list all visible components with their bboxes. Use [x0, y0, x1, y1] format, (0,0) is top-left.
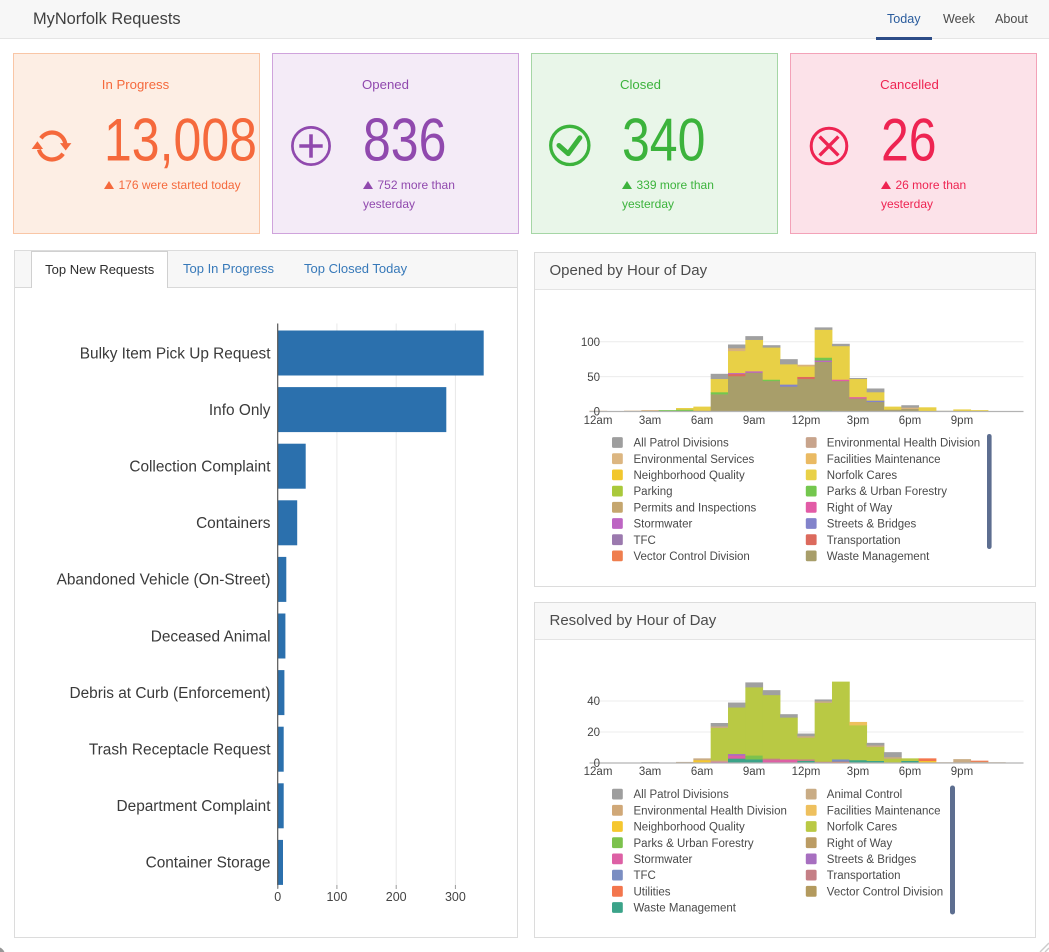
svg-text:3am: 3am — [638, 415, 660, 427]
svg-text:Animal Control: Animal Control — [826, 789, 901, 801]
svg-text:20: 20 — [587, 727, 600, 739]
svg-text:Deceased Animal: Deceased Animal — [151, 628, 271, 645]
svg-text:Transportation: Transportation — [826, 870, 900, 882]
svg-text:Trash Receptacle Request: Trash Receptacle Request — [89, 742, 271, 759]
svg-text:Container Storage: Container Storage — [146, 855, 271, 872]
svg-text:6pm: 6pm — [898, 415, 920, 427]
svg-text:Bulky Item Pick Up Request: Bulky Item Pick Up Request — [80, 345, 271, 362]
svg-text:Info Only: Info Only — [209, 402, 271, 419]
svg-text:Facilities Maintenance: Facilities Maintenance — [826, 454, 940, 466]
svg-text:9pm: 9pm — [950, 415, 972, 427]
svg-text:6am: 6am — [690, 415, 712, 427]
svg-text:TFC: TFC — [633, 870, 655, 882]
svg-text:Debris at Curb (Enforcement): Debris at Curb (Enforcement) — [69, 685, 270, 702]
svg-text:100: 100 — [580, 337, 599, 349]
svg-text:Department Complaint: Department Complaint — [117, 798, 272, 815]
svg-text:Norfolk Cares: Norfolk Cares — [826, 470, 897, 482]
svg-text:Containers: Containers — [196, 515, 271, 532]
svg-text:Neighborhood Quality: Neighborhood Quality — [633, 470, 744, 482]
svg-text:0: 0 — [274, 890, 281, 904]
svg-text:Vector Control Division: Vector Control Division — [826, 886, 942, 898]
svg-text:Collection Complaint: Collection Complaint — [129, 459, 271, 476]
svg-text:TFC: TFC — [633, 535, 655, 547]
svg-text:Stormwater: Stormwater — [633, 519, 692, 531]
svg-text:Right of Way: Right of Way — [826, 837, 892, 849]
svg-text:3am: 3am — [638, 766, 660, 778]
svg-text:100: 100 — [326, 890, 347, 904]
svg-text:Right of Way: Right of Way — [826, 502, 892, 514]
svg-text:50: 50 — [587, 372, 600, 384]
svg-text:Environmental Services: Environmental Services — [633, 454, 754, 466]
svg-text:200: 200 — [386, 890, 407, 904]
svg-text:Environmental Health Division: Environmental Health Division — [633, 805, 786, 817]
svg-text:Norfolk Cares: Norfolk Cares — [826, 821, 897, 833]
svg-text:All Patrol Divisions: All Patrol Divisions — [633, 438, 728, 450]
svg-text:9pm: 9pm — [950, 766, 972, 778]
svg-text:9am: 9am — [742, 766, 764, 778]
svg-text:Streets & Bridges: Streets & Bridges — [826, 854, 916, 866]
svg-text:300: 300 — [445, 890, 466, 904]
svg-text:0: 0 — [593, 758, 599, 770]
svg-text:All Patrol Divisions: All Patrol Divisions — [633, 789, 728, 801]
svg-text:Abandoned Vehicle (On-Street): Abandoned Vehicle (On-Street) — [57, 572, 271, 589]
svg-text:Facilities Maintenance: Facilities Maintenance — [826, 805, 940, 817]
svg-text:40: 40 — [587, 696, 600, 708]
svg-text:Transportation: Transportation — [826, 535, 900, 547]
svg-text:6am: 6am — [690, 766, 712, 778]
svg-text:12am: 12am — [583, 766, 612, 778]
svg-text:6pm: 6pm — [898, 766, 920, 778]
svg-text:Parks & Urban Forestry: Parks & Urban Forestry — [826, 486, 946, 498]
svg-text:Streets & Bridges: Streets & Bridges — [826, 519, 916, 531]
svg-text:12am: 12am — [583, 415, 612, 427]
svg-text:Utilities: Utilities — [633, 886, 670, 898]
svg-text:3pm: 3pm — [846, 415, 868, 427]
svg-text:Neighborhood Quality: Neighborhood Quality — [633, 821, 744, 833]
svg-text:Stormwater: Stormwater — [633, 854, 692, 866]
svg-text:0: 0 — [593, 407, 599, 419]
svg-text:Environmental Health Division: Environmental Health Division — [826, 438, 979, 450]
svg-text:12pm: 12pm — [791, 766, 820, 778]
svg-text:3pm: 3pm — [846, 766, 868, 778]
svg-text:Waste Management: Waste Management — [826, 551, 929, 563]
svg-text:Vector Control Division: Vector Control Division — [633, 551, 749, 563]
svg-text:9am: 9am — [742, 415, 764, 427]
svg-text:12pm: 12pm — [791, 415, 820, 427]
svg-text:Parking: Parking — [633, 486, 672, 498]
svg-text:Waste Management: Waste Management — [633, 902, 736, 914]
svg-text:Permits and Inspections: Permits and Inspections — [633, 502, 756, 514]
svg-text:Parks & Urban Forestry: Parks & Urban Forestry — [633, 837, 753, 849]
